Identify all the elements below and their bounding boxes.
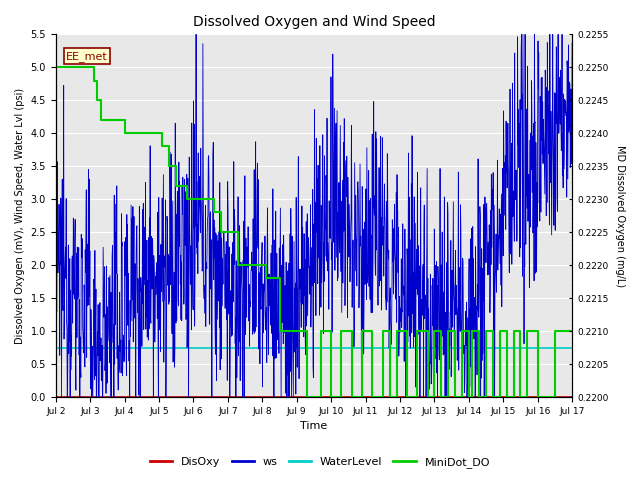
Legend: DisOxy, ws, WaterLevel, MiniDot_DO: DisOxy, ws, WaterLevel, MiniDot_DO bbox=[145, 452, 495, 472]
Text: EE_met: EE_met bbox=[66, 51, 108, 61]
Title: Dissolved Oxygen and Wind Speed: Dissolved Oxygen and Wind Speed bbox=[193, 15, 435, 29]
Y-axis label: MD Dissolved Oxygen (mg/L): MD Dissolved Oxygen (mg/L) bbox=[615, 144, 625, 287]
X-axis label: Time: Time bbox=[300, 421, 328, 432]
Y-axis label: Dissolved Oxygen (mV), Wind Speed, Water Lvl (psi): Dissolved Oxygen (mV), Wind Speed, Water… bbox=[15, 88, 25, 344]
